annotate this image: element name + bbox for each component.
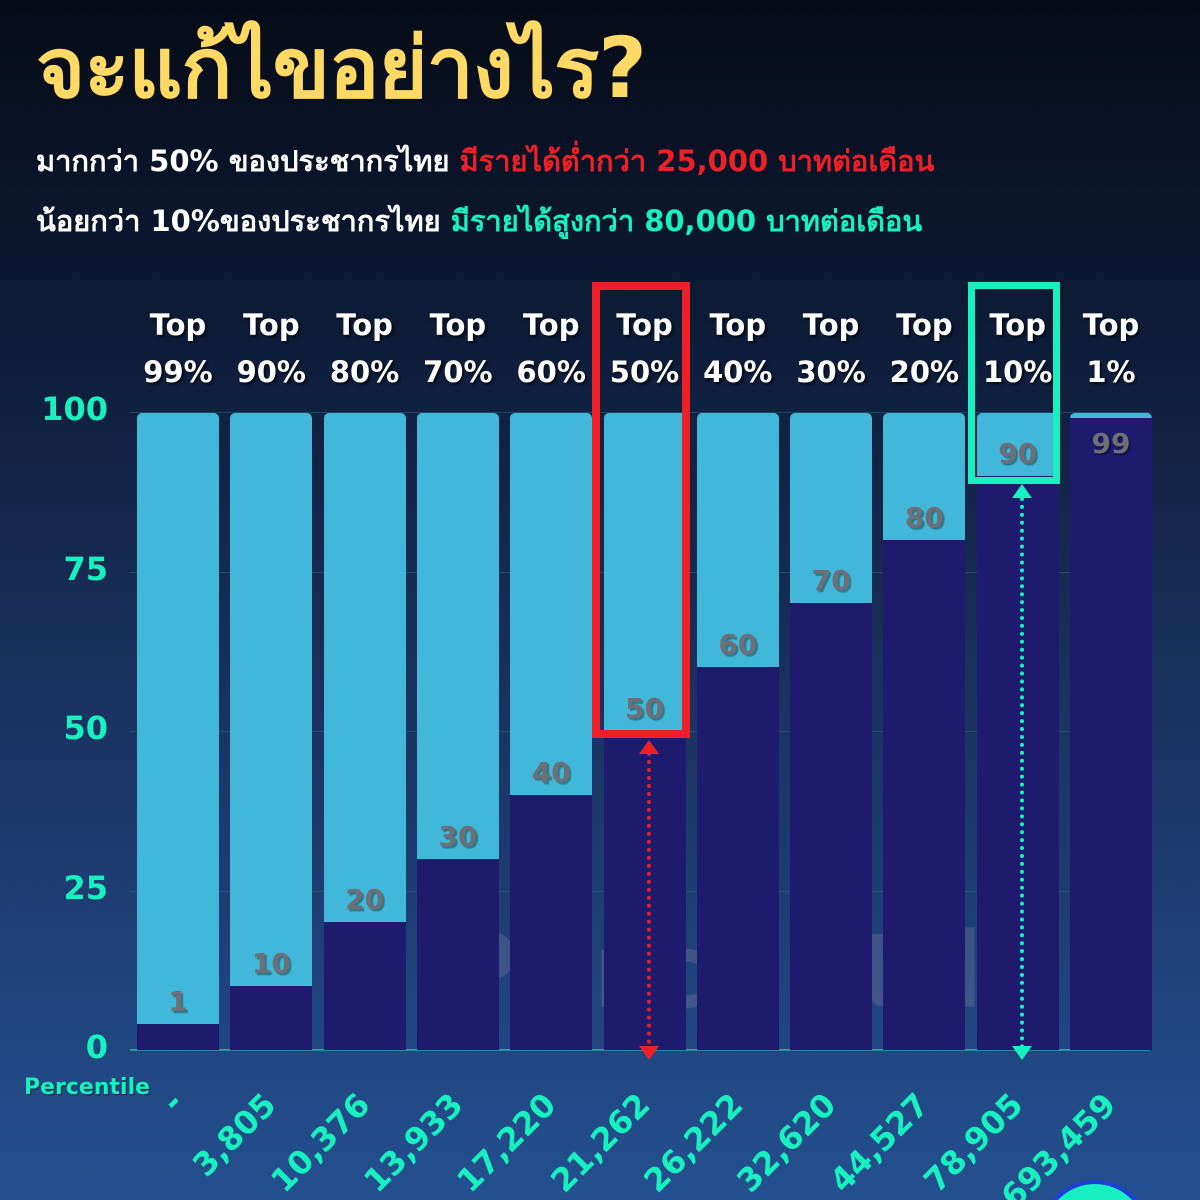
- bar: 80: [883, 413, 966, 1050]
- header-top-text: Top: [429, 308, 487, 342]
- bar: 70: [790, 413, 873, 1050]
- bar-fill: [230, 986, 313, 1050]
- bar-value-label: 30: [438, 819, 478, 853]
- header-top-text: Top: [802, 308, 860, 342]
- bar-value-label: 90: [998, 436, 1038, 470]
- y-tick-label: 0: [85, 1028, 108, 1066]
- header-top-text: Top: [149, 308, 207, 342]
- subtitle-2-highlight: มีรายได้สูงกว่า 80,000 บาทต่อเดือน: [450, 204, 923, 238]
- header-pct-text: 30%: [796, 355, 866, 389]
- bar: 90: [976, 413, 1059, 1050]
- header-pct-text: 10%: [982, 355, 1053, 389]
- y-tick-label: 50: [63, 709, 108, 747]
- bar: 99: [1070, 413, 1152, 1050]
- header-pct-text: 60%: [516, 355, 586, 389]
- teal-arrow-head-up-icon: [1012, 484, 1032, 498]
- header-pct-text: 70%: [423, 355, 493, 389]
- bar-value-label: 80: [904, 500, 944, 534]
- x-axis-title: Percentile: [24, 1075, 151, 1100]
- header-pct-text: 40%: [703, 355, 773, 389]
- bar-fill: [603, 731, 686, 1050]
- bar-value-label: 99: [1091, 427, 1131, 460]
- bar: 40: [510, 413, 593, 1050]
- highlight-box-top-10: [968, 282, 1060, 484]
- bar: 60: [696, 413, 779, 1050]
- header-top-text: Top: [989, 308, 1046, 342]
- bar: 1: [137, 413, 219, 1050]
- bar: 10: [230, 413, 313, 1050]
- header-top-text: Top: [896, 308, 953, 342]
- bar-value-label: 10: [251, 947, 291, 981]
- subtitle-line-2: น้อยกว่า 10%ของประชากรไทย มีรายได้สูงกว่…: [36, 198, 922, 244]
- bar-value-label: 60: [718, 628, 758, 662]
- header-pct-text: 1%: [1086, 355, 1136, 389]
- header-pct-text: 50%: [609, 355, 680, 389]
- column-header: Top 1%: [1064, 302, 1158, 396]
- column-header: Top 10%: [971, 302, 1065, 396]
- header-top-text: Top: [616, 308, 673, 342]
- subtitle-1-text: มากกว่า 50% ของประชากรไทย: [36, 144, 460, 178]
- column-header: Top 60%: [504, 302, 598, 396]
- bar-value-label: 20: [345, 883, 385, 917]
- teal-dotted-arrow: [1020, 497, 1024, 1057]
- page-title: จะแก้ไขอย่างไร?: [36, 19, 647, 117]
- bar-fill: [323, 922, 406, 1050]
- y-tick-label: 25: [63, 868, 108, 907]
- header-pct-text: 99%: [143, 355, 213, 389]
- bar-fill: [696, 667, 779, 1050]
- y-tick-label: 75: [63, 549, 108, 588]
- column-header: Top 90%: [224, 302, 318, 396]
- column-header: Top 80%: [318, 302, 412, 396]
- highlight-box-top-50: [592, 282, 690, 738]
- column-header: Top 50%: [598, 302, 692, 396]
- header-top-text: Top: [522, 308, 580, 342]
- header-top-text: Top: [709, 308, 767, 342]
- bar-value-label: 40: [531, 755, 571, 789]
- bar-fill: [976, 475, 1059, 1050]
- bar-value-label: 1: [168, 985, 188, 1018]
- bar-fill: [137, 1024, 219, 1050]
- bar-fill: [790, 603, 873, 1050]
- bar-fill: [510, 794, 593, 1050]
- bar: 20: [323, 413, 406, 1050]
- subtitle-2-text: น้อยกว่า 10%ของประชากรไทย: [36, 204, 451, 238]
- red-arrow-head-down-icon: [639, 1046, 659, 1060]
- bar-fill: [1070, 418, 1152, 1050]
- y-tick-label: 100: [41, 390, 108, 428]
- column-header: Top 20%: [877, 302, 971, 396]
- column-header: Top 30%: [784, 302, 878, 396]
- header-top-text: Top: [242, 308, 300, 342]
- header-pct-text: 80%: [329, 355, 400, 389]
- column-header: Top 99%: [131, 302, 225, 396]
- bar-fill: [416, 858, 499, 1050]
- header-top-text: Top: [1082, 308, 1140, 342]
- red-arrow-head-up-icon: [639, 740, 659, 754]
- column-header: Top 70%: [411, 302, 505, 396]
- gridline: [130, 412, 1150, 413]
- header-pct-text: 90%: [236, 355, 306, 389]
- bar-fill: [883, 539, 966, 1050]
- bar: 30: [416, 413, 499, 1050]
- subtitle-line-1: มากกว่า 50% ของประชากรไทย มีรายได้ต่ำกว่…: [36, 138, 934, 184]
- subtitle-1-highlight: มีรายได้ต่ำกว่า 25,000 บาทต่อเดือน: [459, 144, 935, 178]
- header-top-text: Top: [336, 308, 393, 342]
- red-dotted-arrow: [647, 752, 651, 1052]
- header-pct-text: 20%: [889, 355, 960, 389]
- teal-arrow-head-down-icon: [1012, 1046, 1032, 1060]
- column-header: Top 40%: [691, 302, 785, 396]
- bar-value-label: 50: [625, 692, 664, 725]
- bar-value-label: 70: [811, 564, 851, 598]
